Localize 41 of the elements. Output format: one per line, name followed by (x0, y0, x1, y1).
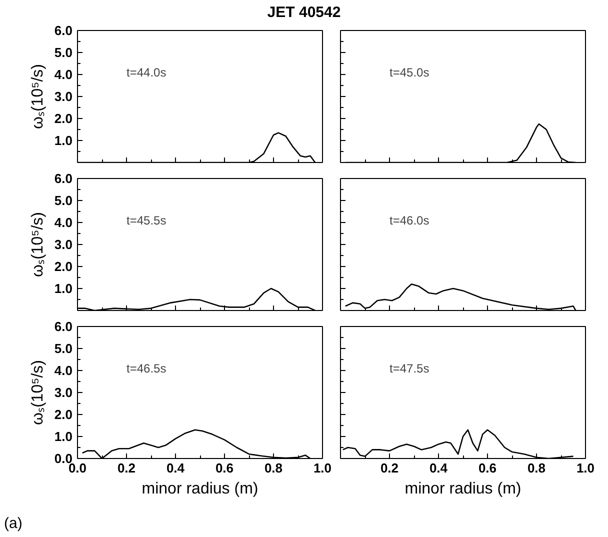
y-tick-label: 6.0 (54, 23, 73, 38)
x-tick-label: 0.6 (478, 460, 497, 476)
y-tick-label: 6.0 (54, 319, 73, 334)
y-tick-label: 4.0 (54, 363, 73, 378)
y-axis-title: ωₛ(10⁵/s) (29, 64, 46, 130)
x-tick-label: 0.2 (380, 460, 399, 476)
y-tick-label: 4.0 (54, 67, 73, 82)
y-tick-label: 5.0 (54, 45, 73, 60)
y-tick-label: 1.0 (54, 281, 73, 296)
text: (a) (4, 514, 22, 534)
annotation: t=46.0s (390, 214, 430, 228)
y-tick-label: 1.0 (54, 133, 73, 148)
annotation: t=44.0s (126, 66, 166, 80)
y-tick-label: 3.0 (54, 385, 73, 400)
y-tick-label: 2.0 (54, 111, 73, 126)
y-tick-label: 2.0 (54, 259, 73, 274)
y-tick-label: 6.0 (54, 171, 73, 186)
y-tick-label: 2.0 (54, 407, 73, 422)
x-tick-label: 1.0 (313, 460, 332, 476)
x-axis-title: minor radius (m) (142, 480, 258, 498)
x-axis-title: minor radius (m) (404, 480, 522, 498)
y-axis-title: ωₛ(10⁵/s) (29, 212, 46, 278)
x-tick-label: 1.0 (576, 460, 595, 476)
x-tick-label: 0.6 (215, 460, 234, 476)
x-tick-label: 0.2 (117, 460, 136, 476)
x-tick-label: 0.8 (264, 460, 283, 476)
annotation: t=47.5s (390, 362, 430, 376)
x-tick-label: 0.4 (166, 460, 186, 476)
y-axis-title: ωₛ(10⁵/s) (29, 360, 46, 426)
y-tick-label: 4.0 (54, 215, 73, 230)
annotation: t=45.0s (390, 66, 430, 80)
y-tick-label: 5.0 (54, 193, 73, 208)
x-tick-label: 0.4 (429, 460, 448, 476)
y-tick-label: 3.0 (54, 89, 73, 104)
annotation: t=45.5s (126, 214, 166, 228)
y-tick-label: 3.0 (54, 237, 73, 252)
annotation: t=46.5s (126, 362, 166, 376)
chart-title: JET 40542 (267, 3, 341, 23)
y-tick-label: 5.0 (54, 341, 73, 356)
y-tick-label: 1.0 (54, 429, 73, 444)
x-tick-label: 0.8 (527, 460, 546, 476)
